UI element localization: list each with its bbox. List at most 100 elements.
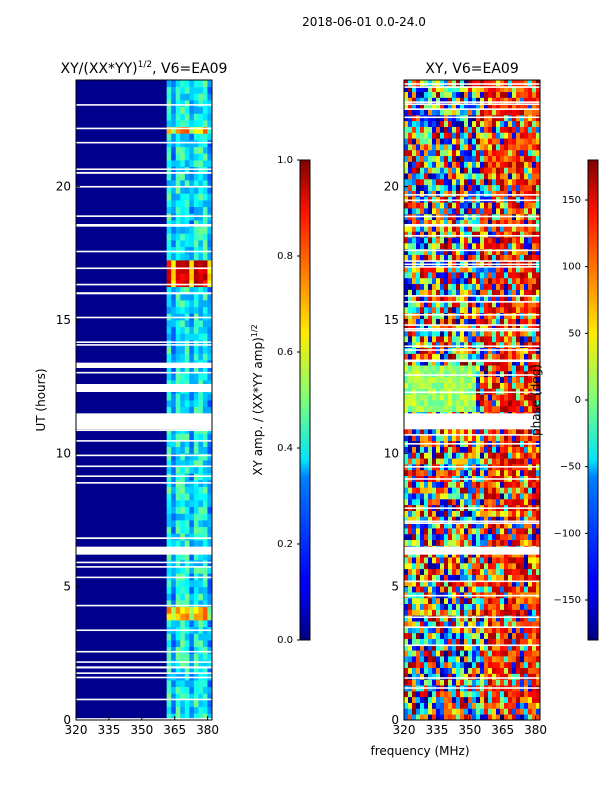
- phase-cell: [408, 225, 413, 232]
- amp-cell: [184, 513, 190, 521]
- phase-cell: [484, 196, 489, 203]
- amp-cell: [171, 186, 177, 194]
- phase-cell: [484, 149, 489, 157]
- phase-cell: [448, 405, 453, 413]
- phase-cell: [532, 400, 537, 407]
- phase-cell: [468, 574, 473, 581]
- phase-cell: [480, 155, 485, 162]
- phase-cell: [468, 656, 473, 663]
- phase-cell: [484, 85, 489, 93]
- colorbar-tick-label: 0.0: [277, 635, 293, 646]
- phase-cell: [420, 248, 425, 255]
- phase-cell: [420, 661, 425, 669]
- phase-cell: [504, 493, 509, 500]
- amp-cell: [207, 180, 213, 188]
- amp-cell: [189, 120, 195, 128]
- phase-cell: [536, 702, 541, 709]
- phase-cell: [432, 656, 437, 663]
- phase-cell: [436, 324, 441, 331]
- phase-cell: [420, 510, 425, 517]
- phase-cell: [472, 487, 477, 494]
- phase-cell: [536, 632, 541, 639]
- amp-cell: [189, 333, 195, 341]
- phase-cell: [420, 370, 425, 378]
- phase-cell: [532, 370, 537, 378]
- phase-cell: [488, 318, 493, 325]
- phase-cell: [444, 702, 449, 709]
- phase-cell: [484, 266, 489, 273]
- phase-cell: [480, 597, 485, 605]
- phase-cell: [500, 429, 505, 436]
- phase-cell: [432, 359, 437, 366]
- phase-cell: [428, 708, 433, 715]
- phase-cell: [428, 225, 433, 232]
- phase-cell: [476, 516, 481, 523]
- amp-cell: [207, 253, 213, 261]
- phase-cell: [472, 190, 477, 197]
- phase-cell: [528, 650, 533, 657]
- phase-cell: [416, 283, 421, 290]
- amp-cell: [180, 240, 186, 248]
- phase-cell: [508, 510, 513, 517]
- phase-cell: [468, 539, 473, 546]
- phase-cell: [492, 452, 497, 459]
- phase-cell: [468, 336, 473, 343]
- phase-cell: [408, 568, 413, 575]
- phase-cell: [504, 708, 509, 715]
- phase-cell: [456, 388, 461, 395]
- phase-cell: [492, 400, 497, 407]
- phase-cell: [504, 85, 509, 93]
- phase-cell: [532, 283, 537, 290]
- phase-cell: [492, 254, 497, 261]
- phase-cell: [444, 196, 449, 203]
- phase-cell: [444, 161, 449, 168]
- phase-cell: [520, 446, 525, 453]
- phase-cell: [504, 586, 509, 593]
- phase-cell: [524, 289, 529, 296]
- phase-cell: [496, 661, 501, 669]
- phase-cell: [404, 621, 409, 628]
- phase-cell: [456, 301, 461, 308]
- phase-cell: [524, 498, 529, 506]
- phase-cell: [444, 144, 449, 151]
- phase-cell: [424, 318, 429, 325]
- phase-cell: [464, 434, 469, 442]
- phase-cell: [424, 365, 429, 372]
- flagged-row: [76, 316, 212, 319]
- amp-cell: [189, 520, 195, 528]
- phase-cell: [488, 85, 493, 93]
- phase-cell: [500, 574, 505, 581]
- phase-cell: [468, 341, 473, 349]
- amp-cell: [189, 240, 195, 248]
- phase-cell: [516, 277, 521, 285]
- amp-cell: [202, 653, 208, 661]
- phase-cell: [440, 487, 445, 494]
- phase-cell: [472, 644, 477, 651]
- phase-cell: [440, 248, 445, 255]
- amp-cell: [202, 646, 208, 654]
- amp-cell: [180, 440, 186, 448]
- phase-cell: [484, 557, 489, 564]
- phase-cell: [532, 615, 537, 622]
- phase-cell: [536, 673, 541, 680]
- amp-cell: [175, 153, 181, 161]
- phase-cell: [536, 434, 541, 442]
- phase-cell: [520, 522, 525, 529]
- phase-cell: [516, 202, 521, 209]
- phase-cell: [488, 173, 493, 180]
- phase-cell: [408, 469, 413, 477]
- phase-cell: [480, 231, 485, 238]
- amp-cell: [180, 706, 186, 714]
- phase-cell: [512, 615, 517, 622]
- phase-cell: [432, 336, 437, 343]
- phase-cell: [424, 510, 429, 517]
- phase-cell: [460, 155, 465, 162]
- amp-cell: [193, 286, 199, 294]
- phase-cell: [456, 266, 461, 273]
- phase-cell: [504, 568, 509, 575]
- amp-cell: [184, 713, 190, 721]
- phase-cell: [488, 603, 493, 610]
- phase-cell: [428, 365, 433, 372]
- phase-cell: [528, 568, 533, 575]
- phase-cell: [500, 533, 505, 541]
